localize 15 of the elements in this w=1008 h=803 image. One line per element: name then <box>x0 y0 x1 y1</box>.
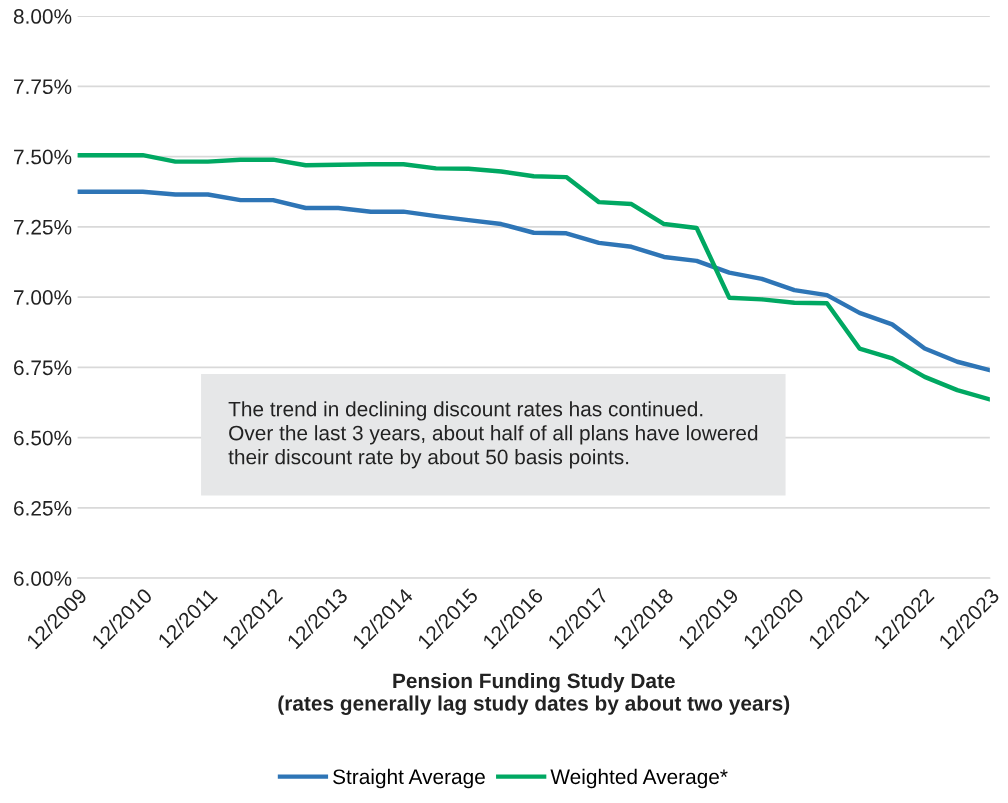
y-tick-label: 6.50% <box>14 430 72 446</box>
line-series <box>77 189 990 373</box>
legend-label: Weighted Average* <box>550 768 728 789</box>
legend-label: Straight Average <box>333 768 485 789</box>
line-series <box>77 152 990 402</box>
y-tick-label: 7.50% <box>14 149 72 165</box>
y-tick-label: 7.00% <box>14 290 72 305</box>
annotation: The trend in declining discount rates has continued. Over the last 3 years, about half of all plans have lowered their discount rate by about 50 basis points. <box>228 401 758 469</box>
y-tick-label: 8.00% <box>13 9 72 24</box>
x-axis-title: Pension Funding Study Date (rates generally lag study dates by about two years) <box>278 672 790 715</box>
y-tick-label: 7.25% <box>14 219 72 235</box>
y-tick-label: 7.75% <box>14 79 72 95</box>
y-tick-label: 6.75% <box>14 360 72 376</box>
y-tick-label: 6.25% <box>14 500 72 516</box>
y-tick-label: 6.00% <box>14 571 72 586</box>
